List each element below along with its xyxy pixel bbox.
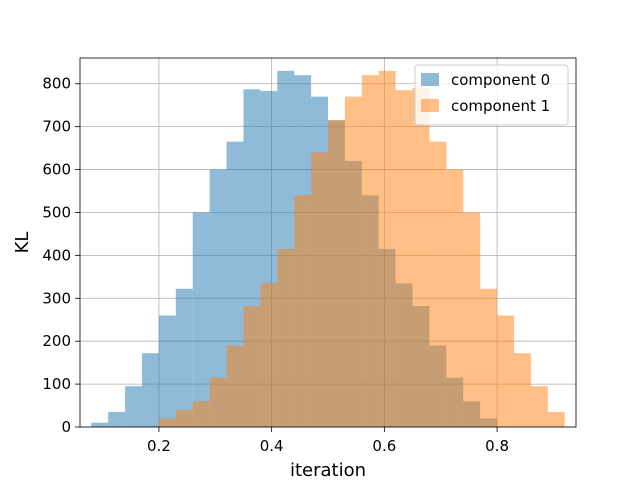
y-tick-label: 600 <box>42 161 71 179</box>
histogram-bar <box>446 169 464 427</box>
y-axis-ticks: 0 100 200 300 400 500 600 700 800 <box>42 75 80 436</box>
histogram-bar <box>125 386 142 427</box>
y-tick-label: 100 <box>42 375 71 393</box>
legend: component 0 component 1 <box>414 64 569 126</box>
x-axis-label: iteration <box>290 460 366 480</box>
y-tick-label: 200 <box>42 332 71 350</box>
histogram-bar <box>480 288 498 427</box>
histogram-bar <box>547 411 565 427</box>
histogram-bar <box>514 353 531 427</box>
legend-swatch <box>421 73 439 86</box>
legend-box <box>414 64 569 126</box>
y-tick-label: 500 <box>42 203 71 221</box>
histogram-bar <box>395 90 413 427</box>
histogram-bar <box>344 96 362 428</box>
histogram-bar <box>429 141 447 427</box>
x-tick-label: 0.2 <box>147 437 171 455</box>
histogram-bar <box>497 315 514 427</box>
y-axis-label: KL <box>12 232 33 254</box>
histogram-bar <box>158 418 176 427</box>
histogram-bar <box>361 75 379 428</box>
legend-swatch <box>421 99 439 112</box>
histogram-bar <box>192 212 210 427</box>
histogram-bar <box>463 212 481 427</box>
histogram-bar <box>209 169 227 427</box>
histogram-bar <box>260 283 278 427</box>
y-tick-label: 400 <box>42 246 71 264</box>
y-tick-label: 800 <box>42 75 71 93</box>
histogram-bars <box>91 70 565 428</box>
histogram-bar <box>91 422 109 427</box>
histogram-bar <box>412 88 430 427</box>
plot-frame <box>79 57 577 428</box>
series-1-bars <box>158 70 565 428</box>
histogram-bar <box>175 288 193 427</box>
histogram-bar <box>226 345 244 427</box>
histogram-bar <box>294 195 312 427</box>
y-tick-label: 0 <box>61 418 71 436</box>
y-tick-label: 300 <box>42 289 71 307</box>
histogram-bar <box>328 120 345 427</box>
histogram-bar <box>243 306 261 427</box>
histogram-bar <box>142 353 159 427</box>
legend-label: component 1 <box>451 97 550 115</box>
histogram-bar <box>209 377 227 427</box>
x-tick-label: 0.4 <box>260 437 284 455</box>
histogram-bar <box>192 401 210 427</box>
histogram-bar <box>530 386 548 427</box>
histogram-bar <box>158 315 176 427</box>
histogram-bar <box>108 411 126 427</box>
x-tick-label: 0.8 <box>485 437 509 455</box>
x-tick-label: 0.6 <box>372 437 396 455</box>
histogram-bar <box>311 152 328 427</box>
y-tick-label: 700 <box>42 118 71 136</box>
histogram-bar <box>378 70 396 427</box>
x-axis-ticks: 0.2 0.4 0.6 0.8 <box>147 427 509 455</box>
histogram-bar <box>175 409 193 427</box>
legend-label: component 0 <box>451 71 550 89</box>
histogram-bar <box>277 248 295 427</box>
